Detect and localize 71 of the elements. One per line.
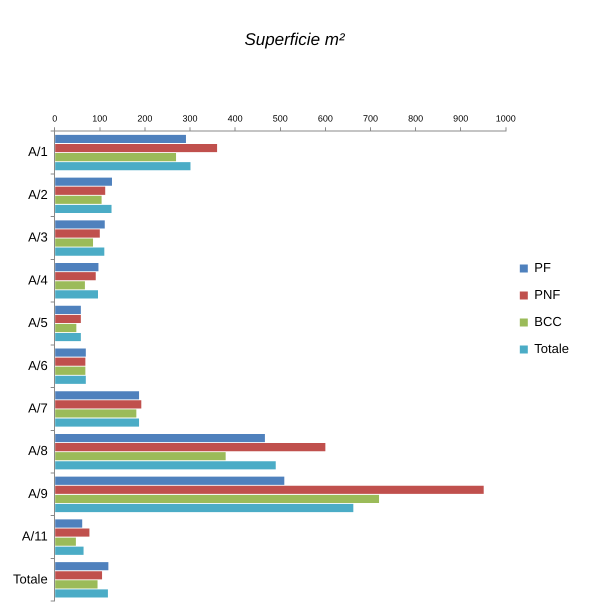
bar (55, 452, 226, 460)
bar (55, 519, 82, 528)
bar (55, 348, 86, 357)
bar (55, 528, 90, 537)
bar (55, 589, 108, 598)
bar (55, 443, 326, 452)
bar (55, 144, 218, 152)
x-tick-label: 200 (137, 113, 152, 124)
legend-label: BCC (534, 314, 562, 330)
y-tick-label: A/3 (28, 230, 48, 245)
bar (55, 409, 136, 418)
y-tick-label: A/7 (28, 400, 48, 416)
bar (55, 494, 380, 504)
y-tick-label: Totale (12, 571, 48, 586)
bar (55, 546, 84, 555)
bar (55, 204, 112, 213)
x-tick-label: 0 (52, 113, 58, 124)
bar (55, 418, 140, 427)
bar (55, 272, 96, 280)
bar (55, 376, 86, 384)
bar (55, 461, 276, 470)
bar (55, 229, 100, 238)
y-tick-label: A/2 (28, 186, 48, 202)
x-tick-label: 500 (272, 113, 288, 124)
bar (55, 324, 76, 332)
x-tick-label: 600 (318, 113, 333, 124)
x-tick-label: 100 (92, 113, 108, 124)
y-tick-label: A/4 (28, 272, 48, 288)
bar (55, 220, 105, 228)
x-tick-label: 400 (228, 113, 243, 124)
bar (55, 333, 81, 342)
legend-label: PNF (534, 287, 560, 302)
bar (55, 263, 98, 272)
y-tick-label: A/5 (28, 315, 48, 330)
legend-label: PF (534, 260, 551, 276)
bar (55, 153, 176, 162)
y-tick-label: A/6 (28, 358, 48, 373)
bar (55, 186, 106, 195)
bar (55, 314, 81, 324)
bar (55, 434, 265, 442)
bar (55, 400, 142, 408)
bar (55, 178, 112, 186)
bar (55, 562, 108, 570)
legend-label: Totale (534, 341, 570, 356)
y-tick-label: A/9 (28, 486, 48, 501)
x-tick-label: 1000 (496, 113, 516, 124)
bar (55, 248, 104, 256)
bar (55, 580, 98, 588)
bar (55, 486, 484, 494)
y-tick-label: A/11 (22, 528, 48, 544)
y-tick-label: A/8 (28, 443, 48, 458)
y-tick-label: A/1 (28, 144, 48, 160)
x-tick-label: 800 (408, 113, 424, 124)
bar (55, 391, 140, 400)
bar (55, 162, 190, 170)
bar (55, 281, 85, 290)
bar (55, 238, 94, 247)
bar (55, 366, 86, 375)
bar (55, 290, 98, 298)
bar (55, 538, 76, 546)
bar (55, 504, 354, 512)
chart-title: Superficie m² (244, 30, 346, 49)
bar (55, 571, 102, 580)
bar (55, 306, 81, 314)
x-tick-label: 700 (362, 113, 378, 124)
x-tick-label: 900 (453, 113, 468, 124)
bar (55, 358, 86, 366)
bar (55, 196, 102, 204)
bar (55, 134, 186, 144)
bar (55, 476, 284, 485)
x-tick-label: 300 (182, 113, 198, 124)
